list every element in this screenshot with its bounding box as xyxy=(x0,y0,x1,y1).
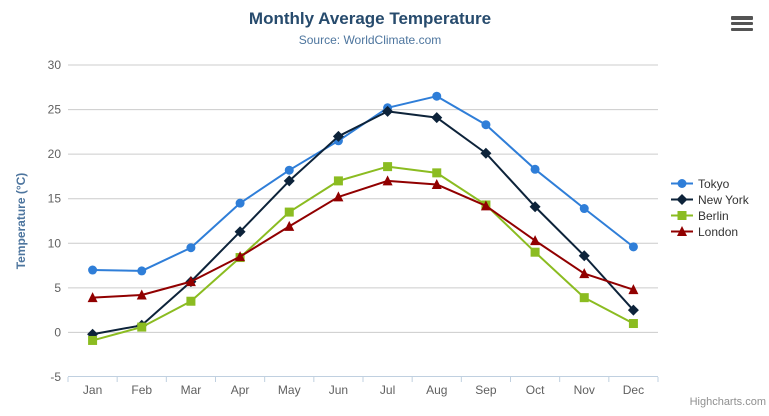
series-line-berlin xyxy=(92,165,634,342)
y-axis-label: 5 xyxy=(54,281,61,295)
series-marker-new-york[interactable] xyxy=(480,147,492,159)
series-marker-new-york[interactable] xyxy=(529,201,541,213)
series-marker-new-york[interactable] xyxy=(578,250,590,262)
series-marker-tokyo[interactable] xyxy=(432,91,442,101)
series-marker-london[interactable] xyxy=(480,200,491,211)
legend-marker-diamond-icon xyxy=(671,194,693,205)
series-marker-new-york[interactable] xyxy=(234,226,246,238)
y-axis-label: 20 xyxy=(48,147,62,161)
series-marker-tokyo[interactable] xyxy=(88,265,98,275)
y-axis-label: 10 xyxy=(48,236,62,250)
series-marker-new-york[interactable] xyxy=(332,130,344,142)
x-axis-label: Dec xyxy=(623,383,644,397)
series-marker-london[interactable] xyxy=(235,251,246,262)
series-marker-tokyo[interactable] xyxy=(284,165,294,175)
hamburger-icon xyxy=(731,27,753,31)
y-axis-label: 0 xyxy=(54,325,61,339)
series-marker-tokyo[interactable] xyxy=(579,204,589,214)
series-marker-tokyo[interactable] xyxy=(137,266,147,276)
x-axis-label: May xyxy=(278,383,301,397)
series-marker-london[interactable] xyxy=(136,289,147,300)
series-line-tokyo xyxy=(92,95,635,272)
x-axis-label: Oct xyxy=(526,383,545,397)
y-axis-label: 15 xyxy=(48,192,62,206)
x-axis-label: Aug xyxy=(426,383,447,397)
legend-label: Tokyo xyxy=(698,176,730,191)
series-marker-berlin[interactable] xyxy=(579,293,589,303)
series-marker-new-york[interactable] xyxy=(431,112,443,124)
series-marker-berlin[interactable] xyxy=(88,335,98,345)
x-axis-label: Jul xyxy=(380,383,395,397)
series-marker-tokyo[interactable] xyxy=(530,164,540,174)
series-marker-london[interactable] xyxy=(87,292,98,303)
series-marker-berlin[interactable] xyxy=(186,296,196,306)
x-axis-label: Nov xyxy=(574,383,595,397)
series-marker-new-york[interactable] xyxy=(627,304,639,316)
x-axis-label: Apr xyxy=(231,383,250,397)
legend-item-london[interactable]: London xyxy=(671,224,749,239)
series-marker-london[interactable] xyxy=(185,276,196,287)
series-marker-new-york[interactable] xyxy=(382,105,394,117)
chart-title: Monthly Average Temperature xyxy=(248,9,492,28)
x-axis-label: Sep xyxy=(475,383,497,397)
series-line-london xyxy=(92,179,634,299)
legend-marker-square-icon xyxy=(671,211,693,220)
series-marker-berlin[interactable] xyxy=(137,322,147,332)
hamburger-icon xyxy=(731,16,753,20)
y-axis-label: 30 xyxy=(48,58,62,72)
legend-label: Berlin xyxy=(698,208,729,223)
export-menu-button[interactable] xyxy=(730,15,754,32)
y-axis-label: -5 xyxy=(50,370,61,384)
series-marker-berlin[interactable] xyxy=(333,176,343,186)
series-marker-tokyo[interactable] xyxy=(235,198,245,208)
legend-marker-circle-icon xyxy=(671,179,693,188)
legend-label: New York xyxy=(698,192,749,207)
series-marker-tokyo[interactable] xyxy=(186,243,196,253)
series-marker-london[interactable] xyxy=(382,175,393,186)
x-axis-label: Jun xyxy=(329,383,348,397)
legend-marker-triangle-icon xyxy=(671,226,693,236)
x-axis-label: Feb xyxy=(131,383,152,397)
legend-item-new-york[interactable]: New York xyxy=(671,192,749,207)
series-marker-berlin[interactable] xyxy=(530,247,540,257)
legend-item-berlin[interactable]: Berlin xyxy=(671,208,749,223)
series-marker-london[interactable] xyxy=(530,235,541,246)
series-marker-tokyo[interactable] xyxy=(481,120,491,130)
x-axis-label: Jan xyxy=(83,383,102,397)
series-line-new-york xyxy=(92,110,635,336)
highcharts-credit-link[interactable]: Highcharts.com xyxy=(689,396,766,408)
series-marker-london[interactable] xyxy=(431,178,442,189)
y-axis-label: 25 xyxy=(48,103,62,117)
series-marker-berlin[interactable] xyxy=(284,207,294,217)
series-marker-berlin[interactable] xyxy=(628,319,638,329)
series-marker-london[interactable] xyxy=(579,268,590,279)
series-marker-london[interactable] xyxy=(628,284,639,295)
series-marker-berlin[interactable] xyxy=(432,168,442,178)
hamburger-icon xyxy=(731,21,753,26)
y-axis-title: Temperature (°C) xyxy=(14,173,28,270)
series-marker-london[interactable] xyxy=(284,220,295,231)
series-marker-tokyo[interactable] xyxy=(628,242,638,252)
legend: Tokyo New York Berlin London xyxy=(671,176,749,239)
legend-item-tokyo[interactable]: Tokyo xyxy=(671,176,749,191)
x-axis-label: Mar xyxy=(181,383,202,397)
legend-label: London xyxy=(698,224,739,239)
series-marker-london[interactable] xyxy=(333,191,344,202)
chart-subtitle: Source: WorldClimate.com xyxy=(298,33,442,47)
series-marker-new-york[interactable] xyxy=(283,175,295,187)
series-marker-berlin[interactable] xyxy=(383,162,393,172)
